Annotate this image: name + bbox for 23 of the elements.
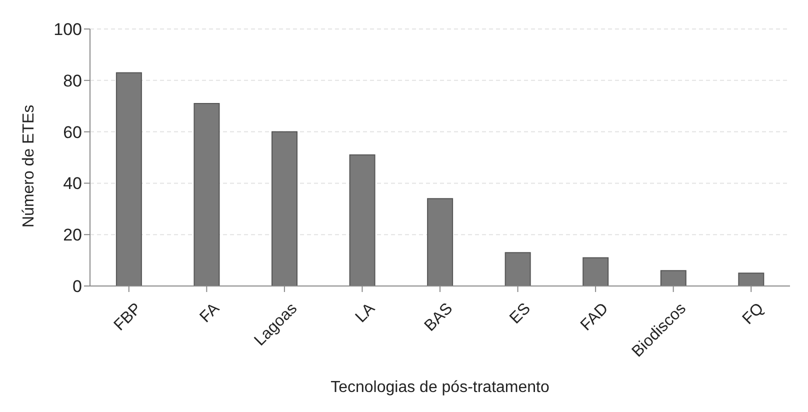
y-tick-label: 20 [63,226,82,245]
bar [738,272,764,286]
bar [116,72,142,286]
y-tick-label: 0 [72,277,82,296]
bar [660,270,686,286]
x-tick-label: FA [197,300,224,326]
bar [427,198,454,286]
x-axis-title: Tecnologias de pós-tratamento [330,379,550,396]
y-tick-label: 80 [63,71,82,90]
x-tick-label: FAD [578,300,612,334]
bar [504,252,531,286]
x-tick-label: LA [352,300,379,326]
x-tick-label: FQ [740,300,768,328]
x-tick-label: ES [506,300,534,328]
bar [194,103,220,286]
y-tick-label: 40 [63,174,82,194]
bar [349,154,376,286]
x-tick-label: FBP [111,300,146,334]
bar [272,131,298,286]
y-tick-label: 100 [54,20,82,40]
y-tick-label: 60 [63,122,82,142]
bar [582,257,609,286]
y-axis-title: Número de ETEs [20,104,38,228]
